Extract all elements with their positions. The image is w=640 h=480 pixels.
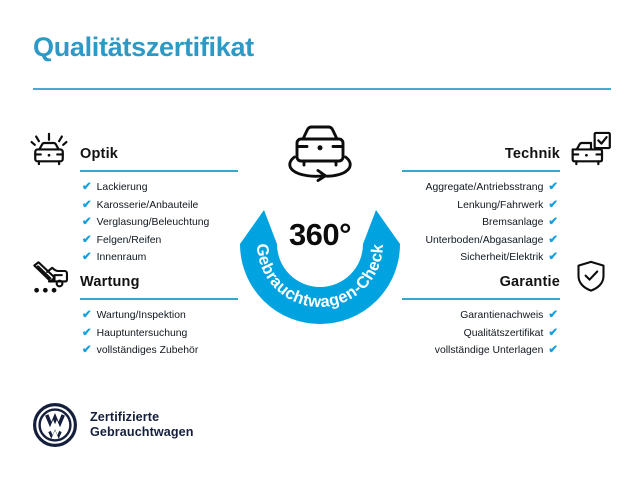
360-check-badge: Gebrauchtwagen-Check 360°: [222, 120, 418, 330]
check-icon: ✔: [82, 326, 92, 339]
list-item: ✔ Garantienachweis: [376, 307, 558, 325]
shield-check-icon: [568, 256, 614, 296]
ring-tip-right: [363, 210, 400, 244]
check-icon: ✔: [82, 309, 92, 322]
check-icon: ✔: [548, 216, 558, 229]
list-item: ✔ vollständige Unterlagen: [376, 342, 558, 360]
check-icon: ✔: [82, 198, 92, 211]
section-wartung-title: Wartung: [80, 274, 140, 290]
list-item: ✔ Aggregate/Antriebsstrang: [376, 179, 558, 197]
list-item-label: Wartung/Inspektion: [96, 310, 186, 321]
list-item: ✔ Karosserie/Anbauteile: [82, 197, 264, 215]
check-icon: ✔: [82, 344, 92, 357]
list-item: ✔ Felgen/Reifen: [82, 232, 264, 250]
section-technik-title: Technik: [504, 146, 560, 162]
list-item-label: Felgen/Reifen: [96, 234, 162, 246]
list-item-label: Qualitätszertifikat: [463, 327, 544, 339]
section-garantie-title: Garantie: [499, 274, 560, 290]
section-optik-divider: [80, 170, 238, 172]
list-item: ✔ Verglasung/Beleuchtung: [82, 214, 264, 232]
section-wartung-list: ✔ Wartung/Inspektion ✔ Hauptuntersuchung ✔…: [24, 307, 264, 360]
section-wartung: Wartung ✔ Wartung/Inspektion ✔ Hauptunters…: [24, 256, 264, 360]
list-item-label: vollständiges Zubehör: [96, 345, 199, 357]
section-technik: Technik ✔ Aggregate/Antriebsstrang ✔ Lenku…: [376, 128, 616, 267]
check-icon: ✔: [548, 233, 558, 246]
check-icon: ✔: [82, 233, 92, 246]
header: Qualitätszertifikat: [33, 32, 613, 63]
section-garantie-list: ✔ Garantienachweis ✔ Qualitätszertifikat ✔…: [376, 307, 616, 360]
list-item: ✔ Qualitätszertifikat: [376, 325, 558, 343]
vw-logo: [33, 403, 77, 447]
section-garantie: Garantie ✔ Garantienachweis ✔ Qualitätszer…: [376, 256, 616, 360]
list-item: ✔ Unterboden/Abgasanlage: [376, 232, 559, 250]
check-icon: ✔: [548, 251, 558, 264]
list-item-label: Hauptuntersuchung: [96, 327, 188, 339]
title-divider: [33, 88, 611, 90]
section-optik-title: Optik: [80, 146, 119, 162]
list-item-label: vollständige Unterlagen: [434, 345, 544, 357]
page-title: Qualitätszertifikat: [33, 32, 254, 62]
section-optik-list: ✔ Lackierung ✔ Karosserie/Anbauteile ✔ Verg…: [24, 179, 264, 267]
section-optik-header: Optik: [24, 128, 264, 172]
check-icon: ✔: [82, 216, 92, 229]
list-item: ✔ Wartung/Inspektion: [82, 307, 264, 325]
badge-degrees: 360°: [288, 217, 352, 252]
brand-text: Zertifizierte Gebrauchtwagen: [90, 410, 194, 441]
section-technik-header: Technik: [376, 128, 616, 172]
section-wartung-header: Wartung: [24, 256, 264, 300]
car-checkbox-icon: [568, 128, 614, 168]
list-item-label: Bremsanlage: [482, 217, 544, 229]
list-item-label: Lackierung: [96, 182, 148, 193]
check-icon: ✔: [548, 181, 558, 194]
list-item: ✔ Innenraum: [82, 249, 264, 267]
list-item: ✔ Sicherheit/Elektrik: [376, 249, 558, 267]
list-item-label: Sicherheit/Elektrik: [460, 252, 544, 264]
check-icon: ✔: [82, 251, 92, 264]
list-item: ✔ vollständiges Zubehör: [82, 342, 264, 360]
car-rotation-icon: [278, 120, 362, 182]
list-item: ✔ Bremsanlage: [376, 214, 558, 232]
list-item-label: Innenraum: [96, 252, 147, 264]
check-icon: ✔: [548, 344, 558, 357]
brand-line-2: Gebrauchtwagen: [90, 425, 194, 439]
check-icon: ✔: [548, 326, 558, 339]
section-technik-list: ✔ Aggregate/Antriebsstrang ✔ Lenkung/Fahrw…: [376, 179, 616, 267]
ring-arc: [240, 243, 400, 324]
brand-line-1: Zertifizierte: [90, 409, 160, 424]
list-item-label: Garantienachweis: [460, 310, 544, 321]
list-item-label: Aggregate/Antriebsstrang: [425, 182, 544, 193]
footer-brand: Zertifizierte Gebrauchtwagen: [33, 403, 194, 447]
list-item-label: Verglasung/Beleuchtung: [96, 217, 210, 229]
section-technik-divider: [402, 170, 560, 172]
badge-ring: Gebrauchtwagen-Check: [234, 158, 406, 330]
list-item: ✔ Lenkung/Fahrwerk: [376, 197, 558, 215]
list-item-label: Lenkung/Fahrwerk: [457, 199, 544, 211]
section-garantie-header: Garantie: [376, 256, 616, 300]
section-optik: Optik ✔ Lackierung ✔ Karosserie/Anbauteile…: [24, 128, 264, 267]
check-icon: ✔: [548, 309, 558, 322]
section-garantie-divider: [402, 298, 560, 300]
list-item-label: Unterboden/Abgasanlage: [425, 234, 544, 246]
ring-tip-left: [240, 210, 277, 244]
list-item: ✔ Lackierung: [82, 179, 264, 197]
check-icon: ✔: [548, 198, 558, 211]
list-item: ✔ Hauptuntersuchung: [82, 325, 264, 343]
car-wrench-icon: [26, 256, 72, 296]
section-wartung-divider: [80, 298, 238, 300]
list-item-label: Karosserie/Anbauteile: [96, 199, 199, 211]
sparkling-car-icon: [26, 128, 72, 168]
check-icon: ✔: [82, 181, 92, 194]
